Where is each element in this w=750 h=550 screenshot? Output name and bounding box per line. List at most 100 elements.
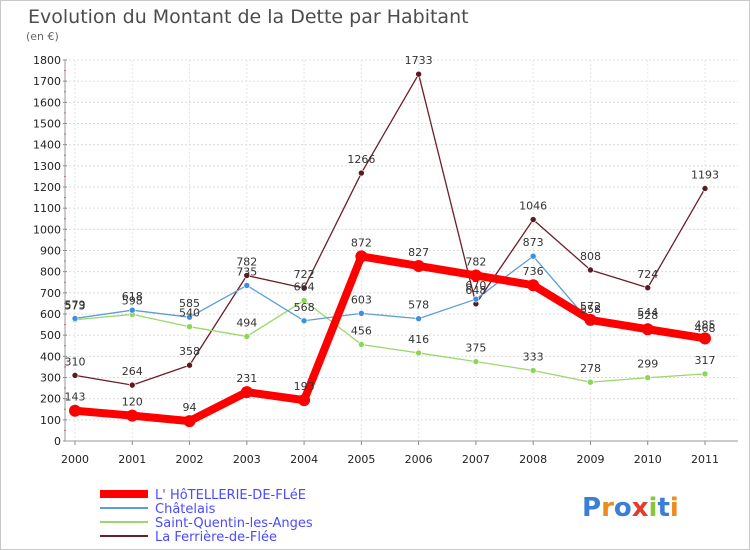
data-label-3-6: 827 xyxy=(408,246,429,259)
data-label-2-3: 735 xyxy=(236,265,257,278)
series-point-0-9 xyxy=(587,266,594,274)
data-label-3-10: 528 xyxy=(637,309,658,322)
legend-entry-0: La Ferrière-de-Flée xyxy=(155,530,277,545)
chart-title: Evolution du Montant de la Dette par Hab… xyxy=(28,6,469,28)
data-label-3-3: 231 xyxy=(236,372,257,385)
series-point-1-2 xyxy=(186,323,193,331)
series-point-3-6 xyxy=(412,259,425,272)
series-point-3-10 xyxy=(641,323,654,336)
legend-entry-2: Châtelais xyxy=(155,502,216,517)
series-point-3-2 xyxy=(183,415,196,428)
data-label-3-5: 872 xyxy=(351,236,372,249)
series-point-1-4 xyxy=(300,297,308,304)
x-tick-label: 2009 xyxy=(576,453,604,466)
series-point-1-3 xyxy=(243,333,251,340)
series-point-3-8 xyxy=(527,279,540,292)
y-tick-label: 1500 xyxy=(33,118,61,131)
y-tick-label: 1200 xyxy=(33,181,61,194)
series-point-2-7 xyxy=(472,295,480,303)
data-label-1-6: 416 xyxy=(408,333,429,346)
data-label-3-0: 143 xyxy=(65,391,86,404)
series-group xyxy=(69,70,711,428)
data-label-0-0: 310 xyxy=(65,355,86,368)
series-point-3-4 xyxy=(298,394,311,407)
series-point-3-3 xyxy=(240,386,253,399)
y-tick-label: 1100 xyxy=(33,202,61,215)
brand-letter: P xyxy=(582,493,601,523)
series-point-2-6 xyxy=(415,315,422,322)
series-line-3 xyxy=(71,252,709,426)
data-label-2-9: 558 xyxy=(580,303,601,316)
data-label-2-4: 568 xyxy=(294,301,315,314)
y-tick-label: 1600 xyxy=(33,96,61,109)
series-line-1 xyxy=(74,299,706,383)
data-label-0-7: 648 xyxy=(465,284,486,297)
data-label-1-10: 299 xyxy=(637,358,658,371)
x-tick-label: 2008 xyxy=(519,453,547,466)
y-tick-label: 900 xyxy=(40,245,61,258)
proxiti-logo: Proxiti xyxy=(582,493,679,523)
data-label-0-5: 1266 xyxy=(347,153,375,166)
x-tick-label: 2010 xyxy=(634,453,662,466)
data-label-0-1: 264 xyxy=(122,365,143,378)
y-tick-label: 500 xyxy=(40,329,61,342)
y-tick-label: 1400 xyxy=(33,139,61,152)
data-label-0-3: 782 xyxy=(236,255,257,268)
y-tick-label: 700 xyxy=(40,287,61,300)
brand-letter: o xyxy=(614,493,632,523)
data-label-1-8: 333 xyxy=(523,351,544,364)
x-tick-label: 2006 xyxy=(405,453,433,466)
y-tick-label: 800 xyxy=(40,266,61,279)
data-label-3-9: 572 xyxy=(580,300,601,313)
data-label-0-9: 808 xyxy=(580,250,601,263)
series-point-0-11 xyxy=(701,185,709,192)
axes: 0 100 200 300 400 500 600 700 800 900 1000 1100 1200… xyxy=(33,54,738,466)
series-point-3-9 xyxy=(584,313,597,326)
series-point-0-6 xyxy=(415,70,422,78)
y-tick-label: 200 xyxy=(40,393,61,406)
brand-text: Proxiti xyxy=(582,493,679,523)
series-point-1-10 xyxy=(644,374,652,382)
data-label-1-4: 664 xyxy=(294,280,315,293)
legend-entry-3: L' HôTELLERIE-DE-FLéE xyxy=(155,488,306,503)
x-tick-label: 2003 xyxy=(233,453,261,466)
data-label-1-0: 573 xyxy=(65,300,86,313)
brand-letter: i xyxy=(670,493,679,523)
brand-letter: t xyxy=(657,493,669,523)
data-label-2-0: 579 xyxy=(65,298,86,311)
y-tick-label: 1300 xyxy=(33,160,61,173)
data-label-0-6: 1733 xyxy=(405,54,433,67)
data-label-3-11: 485 xyxy=(695,318,716,331)
data-label-1-11: 317 xyxy=(695,354,716,367)
series-point-1-11 xyxy=(701,370,709,378)
series-point-0-3 xyxy=(243,272,251,279)
legend-entry-1: Saint-Quentin-les-Anges xyxy=(155,516,313,531)
x-tick-label: 2001 xyxy=(118,453,146,466)
data-labels: 310 264 358 782 722 1266 1733 648 1046 808 724 1193… xyxy=(65,54,720,414)
data-label-2-1: 618 xyxy=(122,290,143,303)
series-point-2-0 xyxy=(71,315,79,322)
series-point-1-5 xyxy=(358,341,365,348)
grid xyxy=(65,59,738,442)
y-tick-label: 400 xyxy=(40,350,61,363)
series-point-2-3 xyxy=(243,282,251,289)
series-point-2-8 xyxy=(529,252,537,260)
chart-subtitle: (en €) xyxy=(26,30,59,43)
legend: L' HôTELLERIE-DE-FLéEChâtelaisSaint-Quen… xyxy=(100,488,313,545)
data-label-2-8: 873 xyxy=(523,236,544,249)
data-label-1-7: 375 xyxy=(465,342,486,355)
data-label-0-8: 1046 xyxy=(519,200,547,213)
data-label-1-5: 456 xyxy=(351,324,372,337)
data-label-1-3: 494 xyxy=(236,316,257,329)
y-tick-label: 600 xyxy=(40,308,61,321)
data-label-3-2: 94 xyxy=(183,401,197,414)
x-tick-label: 2011 xyxy=(691,453,719,466)
series-point-1-9 xyxy=(587,378,594,386)
x-tick-label: 2004 xyxy=(290,453,318,466)
series-point-2-1 xyxy=(128,306,136,314)
series-point-3-7 xyxy=(469,269,482,282)
series-point-3-11 xyxy=(699,332,711,345)
series-point-2-5 xyxy=(358,310,365,317)
data-label-2-6: 578 xyxy=(408,299,429,312)
